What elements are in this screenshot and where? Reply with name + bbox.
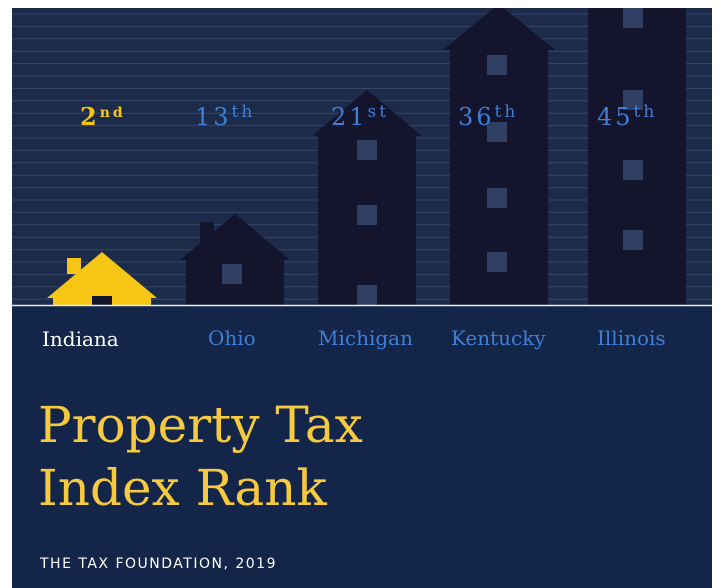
window <box>487 55 507 75</box>
window <box>357 140 377 160</box>
house <box>47 252 157 306</box>
rank-suffix: th <box>495 102 519 122</box>
houses <box>47 8 686 306</box>
rank: 21st <box>331 102 389 131</box>
house <box>588 8 686 306</box>
state-name: Ohio <box>208 326 256 350</box>
rank-suffix: th <box>232 102 256 122</box>
rank-suffix: th <box>634 102 658 122</box>
window <box>487 122 507 142</box>
rank-suffix: st <box>368 102 390 122</box>
source: THE TAX FOUNDATION, 2019 <box>39 556 277 572</box>
door <box>92 296 112 306</box>
window <box>222 264 242 284</box>
rank-number: 45 <box>597 103 634 131</box>
chimney <box>67 258 81 274</box>
state-name: Illinois <box>597 326 666 350</box>
window <box>487 188 507 208</box>
window <box>357 205 377 225</box>
window <box>487 252 507 272</box>
rank-number: 36 <box>458 103 495 131</box>
state-name: Indiana <box>42 327 119 351</box>
rank: 2nd <box>80 102 126 131</box>
window <box>623 90 643 110</box>
title-line: Property Tax <box>38 396 363 454</box>
labels: 2ndIndiana13thOhio21stMichigan36thKentuc… <box>42 102 666 351</box>
house <box>443 8 555 306</box>
house <box>312 90 422 306</box>
lower-panel <box>12 306 712 588</box>
rank-number: 2 <box>80 102 100 131</box>
rank-number: 13 <box>195 103 232 131</box>
rank: 36th <box>458 102 518 131</box>
rank-suffix: nd <box>100 105 126 121</box>
state-name: Kentucky <box>451 326 546 350</box>
title-line: Index Rank <box>38 459 327 517</box>
rank-number: 21 <box>331 103 368 131</box>
rank: 45th <box>597 102 657 131</box>
state-name: Michigan <box>318 326 413 350</box>
window <box>357 285 377 305</box>
window <box>623 160 643 180</box>
rank: 13th <box>195 102 255 131</box>
window <box>623 230 643 250</box>
panel: 2ndIndiana13thOhio21stMichigan36thKentuc… <box>12 8 712 588</box>
house <box>180 214 290 306</box>
window <box>623 8 643 28</box>
